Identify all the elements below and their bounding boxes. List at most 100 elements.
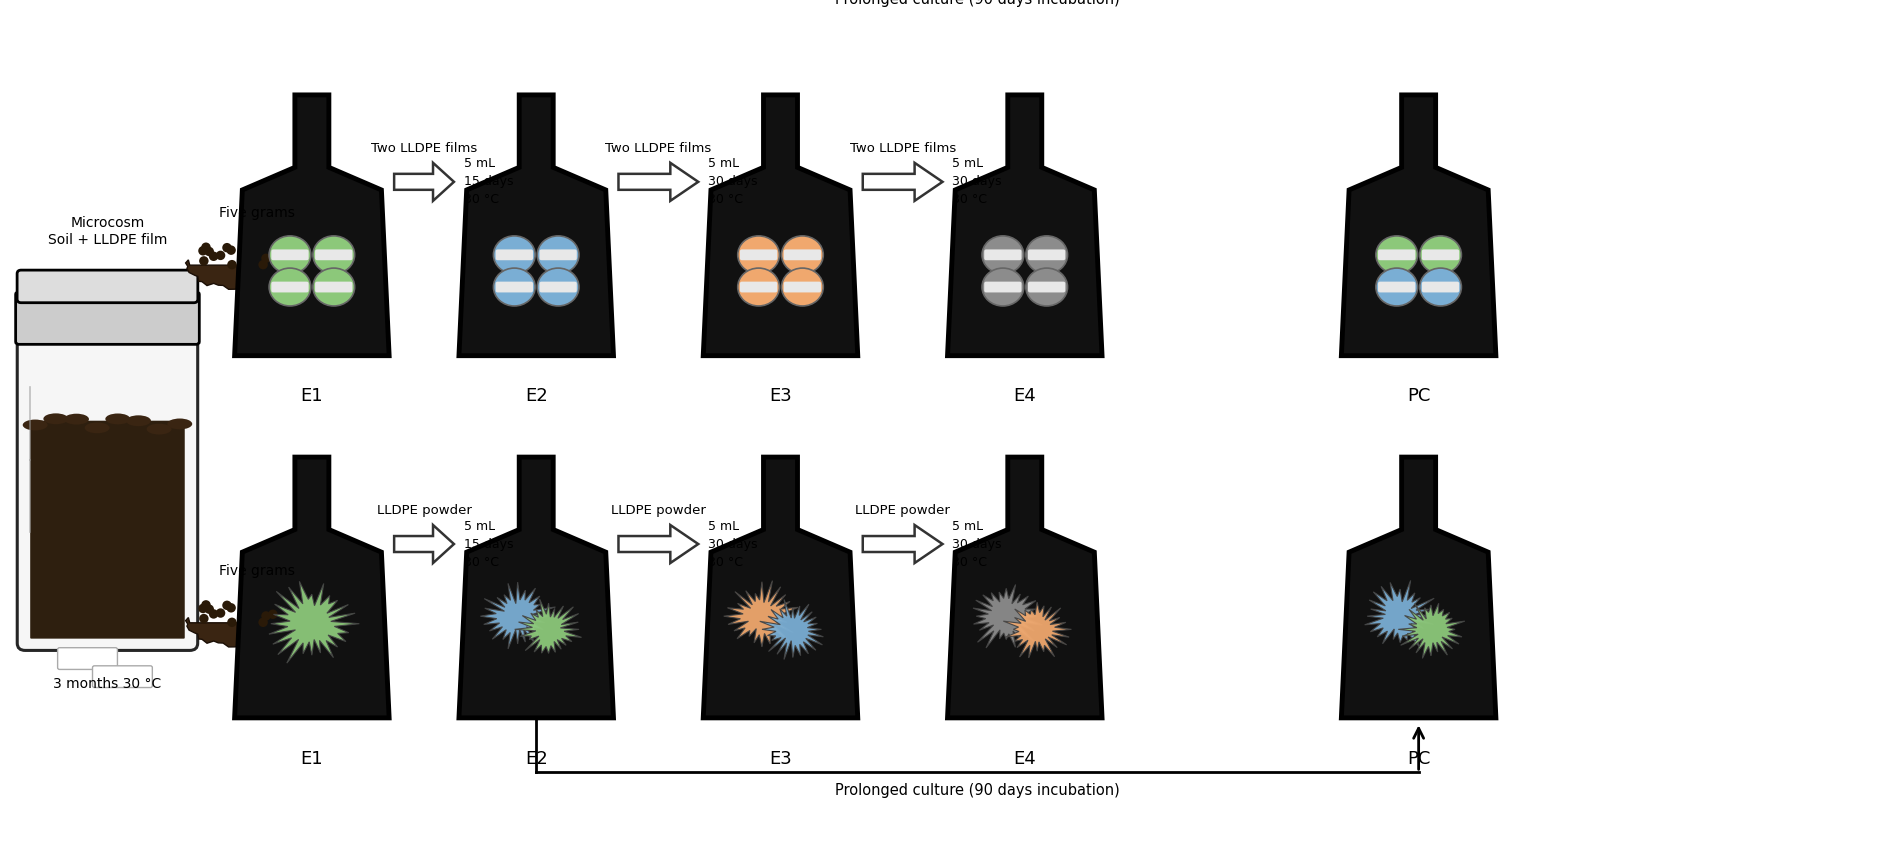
Circle shape xyxy=(1025,236,1067,274)
Text: Microcosm
Soil + LLDPE film: Microcosm Soil + LLDPE film xyxy=(48,216,167,247)
Ellipse shape xyxy=(223,601,232,610)
FancyBboxPatch shape xyxy=(272,282,308,293)
Polygon shape xyxy=(618,525,698,563)
Circle shape xyxy=(738,268,780,306)
Ellipse shape xyxy=(200,257,209,266)
Text: E4: E4 xyxy=(1014,750,1037,767)
Ellipse shape xyxy=(105,413,129,424)
Text: PC: PC xyxy=(1407,387,1430,406)
Ellipse shape xyxy=(215,609,224,618)
Ellipse shape xyxy=(198,604,207,613)
Text: LLDPE powder: LLDPE powder xyxy=(611,504,706,517)
FancyBboxPatch shape xyxy=(784,250,822,260)
Circle shape xyxy=(1375,268,1417,306)
Circle shape xyxy=(314,236,354,274)
Polygon shape xyxy=(1398,604,1465,659)
Text: Prolonged culture (90 days incubation): Prolonged culture (90 days incubation) xyxy=(835,0,1120,7)
Ellipse shape xyxy=(209,251,219,261)
Text: E2: E2 xyxy=(525,387,548,406)
Polygon shape xyxy=(759,599,824,660)
Circle shape xyxy=(536,236,578,274)
Circle shape xyxy=(1025,268,1067,306)
Polygon shape xyxy=(704,457,858,718)
Ellipse shape xyxy=(268,610,278,619)
Ellipse shape xyxy=(167,418,192,430)
Ellipse shape xyxy=(226,617,236,627)
Text: PC: PC xyxy=(1407,750,1430,767)
Polygon shape xyxy=(618,163,698,201)
Text: 5 mL
30 days
30 °C: 5 mL 30 days 30 °C xyxy=(708,519,757,568)
Polygon shape xyxy=(864,525,943,563)
Ellipse shape xyxy=(261,253,270,263)
FancyBboxPatch shape xyxy=(1379,250,1415,260)
Polygon shape xyxy=(458,95,614,356)
Polygon shape xyxy=(186,617,289,647)
Text: 5 mL
15 days
30 °C: 5 mL 15 days 30 °C xyxy=(464,158,514,207)
FancyBboxPatch shape xyxy=(784,282,822,293)
Polygon shape xyxy=(186,260,289,289)
Ellipse shape xyxy=(86,423,110,433)
Text: Two LLDPE films: Two LLDPE films xyxy=(605,142,711,155)
FancyBboxPatch shape xyxy=(15,292,200,344)
FancyBboxPatch shape xyxy=(1027,282,1065,293)
Polygon shape xyxy=(723,580,799,647)
Polygon shape xyxy=(947,95,1101,356)
Polygon shape xyxy=(947,457,1101,718)
Ellipse shape xyxy=(226,603,236,612)
Polygon shape xyxy=(234,457,390,718)
Ellipse shape xyxy=(202,600,211,610)
Text: E1: E1 xyxy=(301,387,323,406)
Text: Prolonged culture (90 days incubation): Prolonged culture (90 days incubation) xyxy=(835,783,1120,798)
FancyBboxPatch shape xyxy=(983,282,1021,293)
Text: E1: E1 xyxy=(301,750,323,767)
Ellipse shape xyxy=(198,246,207,256)
Circle shape xyxy=(782,268,824,306)
Ellipse shape xyxy=(202,243,211,252)
FancyBboxPatch shape xyxy=(93,666,152,688)
FancyBboxPatch shape xyxy=(57,647,118,670)
Text: Five grams: Five grams xyxy=(219,564,295,578)
FancyBboxPatch shape xyxy=(740,282,778,293)
Circle shape xyxy=(314,268,354,306)
Ellipse shape xyxy=(44,413,68,424)
FancyBboxPatch shape xyxy=(540,282,576,293)
Text: 3 months 30 °C: 3 months 30 °C xyxy=(53,677,162,691)
Circle shape xyxy=(493,236,534,274)
Polygon shape xyxy=(864,163,943,201)
Polygon shape xyxy=(1364,580,1434,647)
Polygon shape xyxy=(704,95,858,356)
Text: Two LLDPE films: Two LLDPE films xyxy=(850,142,957,155)
Circle shape xyxy=(782,236,824,274)
FancyBboxPatch shape xyxy=(496,250,533,260)
Polygon shape xyxy=(268,581,359,663)
FancyBboxPatch shape xyxy=(496,282,533,293)
Ellipse shape xyxy=(261,611,270,621)
FancyBboxPatch shape xyxy=(17,288,198,650)
FancyBboxPatch shape xyxy=(1379,282,1415,293)
Circle shape xyxy=(981,236,1023,274)
Text: 5 mL
30 days
30 °C: 5 mL 30 days 30 °C xyxy=(953,158,1002,207)
Ellipse shape xyxy=(126,415,150,426)
Circle shape xyxy=(268,236,310,274)
Ellipse shape xyxy=(226,260,236,269)
Ellipse shape xyxy=(259,617,268,627)
Polygon shape xyxy=(481,582,555,649)
Ellipse shape xyxy=(65,413,89,424)
FancyBboxPatch shape xyxy=(983,250,1021,260)
Ellipse shape xyxy=(223,243,232,252)
Ellipse shape xyxy=(23,419,48,430)
Text: E2: E2 xyxy=(525,750,548,767)
Polygon shape xyxy=(515,599,582,653)
Ellipse shape xyxy=(205,247,215,257)
Text: E3: E3 xyxy=(768,750,791,767)
Circle shape xyxy=(981,268,1023,306)
Text: E3: E3 xyxy=(768,387,791,406)
Ellipse shape xyxy=(209,610,219,619)
Ellipse shape xyxy=(146,424,171,435)
Polygon shape xyxy=(974,585,1042,648)
FancyBboxPatch shape xyxy=(1027,250,1065,260)
Text: Two LLDPE films: Two LLDPE films xyxy=(371,142,477,155)
Ellipse shape xyxy=(268,252,278,262)
Circle shape xyxy=(1375,236,1417,274)
FancyBboxPatch shape xyxy=(272,250,308,260)
